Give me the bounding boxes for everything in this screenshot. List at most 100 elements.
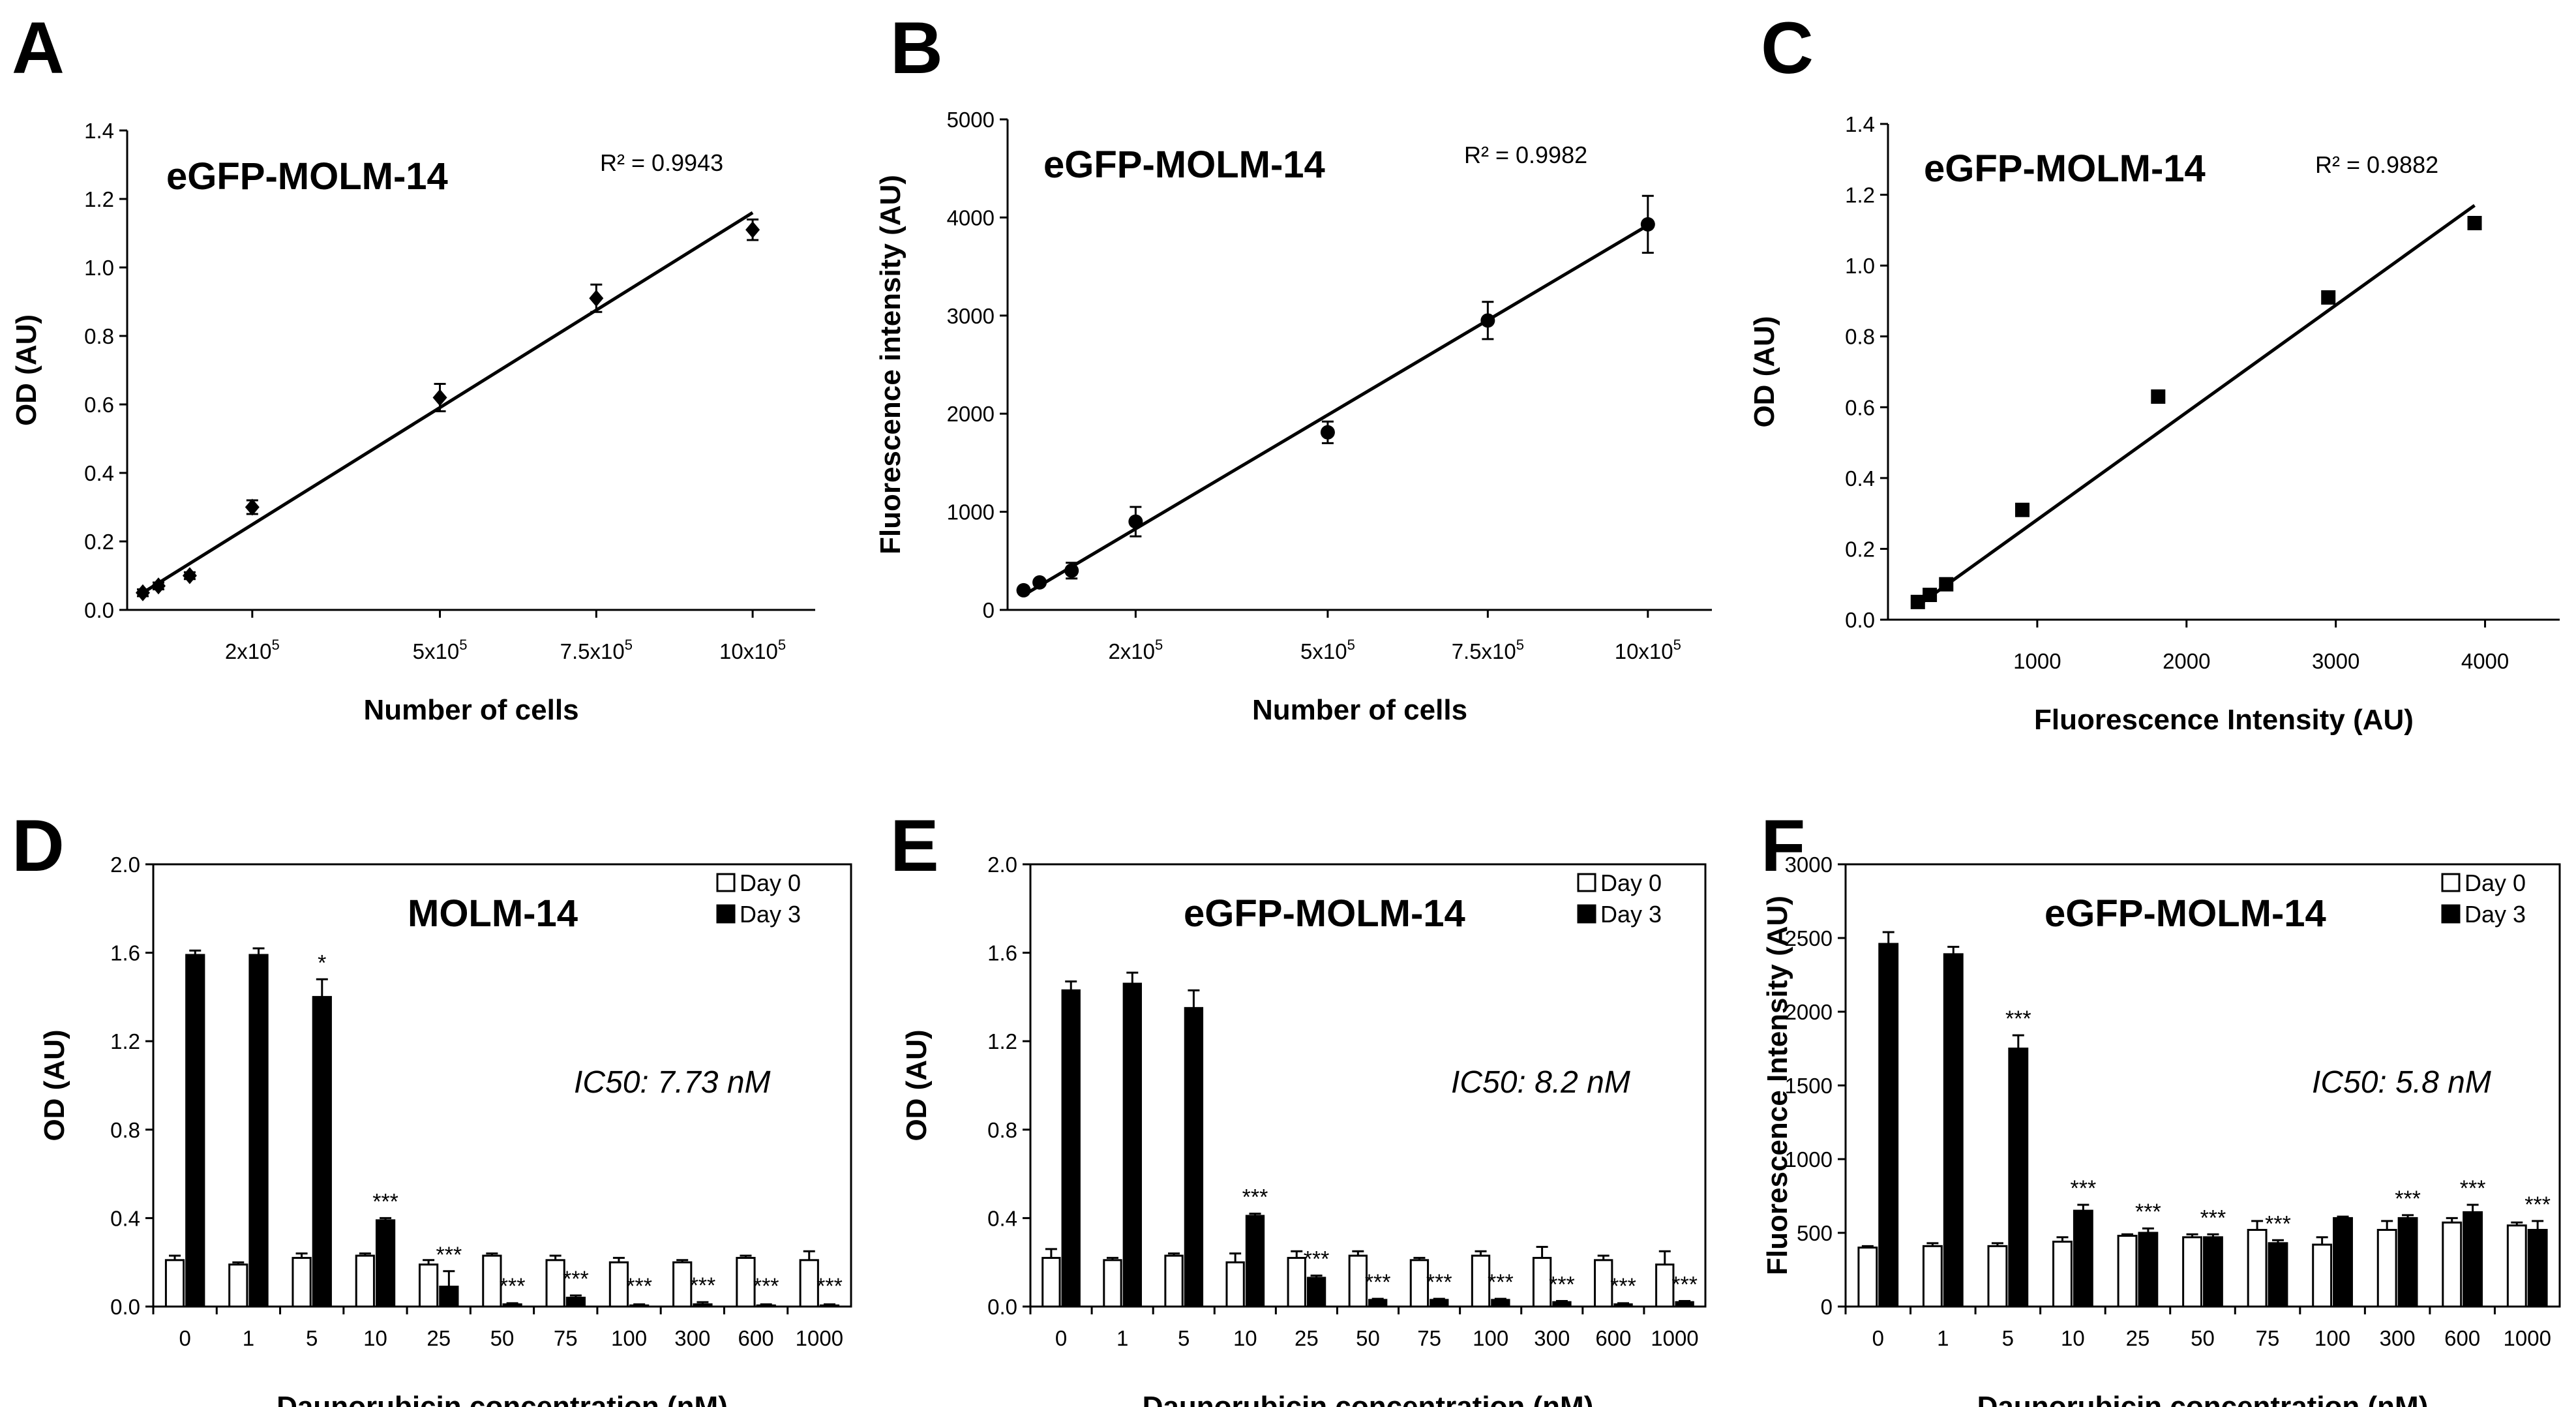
bar-day0 [672, 1261, 693, 1308]
x-tick-label: 1 [243, 1326, 254, 1350]
x-tick-label: 1000 [796, 1326, 843, 1350]
significance-marker: *** [2135, 1200, 2161, 1224]
y-tick-label: 3000 [947, 304, 995, 328]
x-tick-label: 50 [1356, 1326, 1380, 1350]
data-point [151, 577, 166, 595]
y-tick-label: 1.2 [1845, 183, 1875, 207]
significance-marker: *** [563, 1267, 589, 1292]
bar-day0 [2376, 1228, 2397, 1308]
bar-day3 [629, 1304, 650, 1308]
legend-label-day0: Day 0 [1600, 870, 1662, 896]
x-tick-label: 25 [1295, 1326, 1319, 1350]
data-point [245, 498, 260, 516]
x-tick-label: 0 [1872, 1326, 1884, 1350]
significance-marker: *** [1426, 1270, 1452, 1295]
legend-label-day3: Day 3 [2464, 901, 2526, 928]
significance-marker: *** [1610, 1274, 1636, 1299]
bar-day0 [2312, 1243, 2333, 1308]
x-tick-base: 7.5x10 [1452, 639, 1516, 663]
x-tick-base: 7.5x10 [560, 639, 625, 663]
bar-day0 [164, 1259, 185, 1308]
x-tick-label: 0 [179, 1326, 190, 1350]
x-tick-label: 300 [1534, 1326, 1570, 1350]
legend: Day 0 Day 3 [716, 870, 801, 928]
chart-annotation: R² = 0.9943 [600, 149, 723, 176]
bar-day3 [2138, 1232, 2159, 1308]
y-tick-label: 1.4 [1845, 112, 1875, 136]
x-axis-title: Fluorescence Intensity (AU) [2034, 704, 2414, 736]
chart-annotation: IC50: 8.2 nM [1451, 1065, 1630, 1100]
y-tick-label: 5000 [947, 108, 995, 132]
x-tick-label: 75 [1417, 1326, 1441, 1350]
chart-panel-c: C 0.0 0.2 0.4 0.6 0.8 1.0 1.2 1.4 OD (AU) Fluoresc… [1748, 7, 2560, 736]
x-tick-label: 5x105 [1300, 637, 1355, 663]
significance-marker: *** [1242, 1185, 1268, 1210]
significance-marker: *** [626, 1274, 652, 1299]
plot-frame [152, 863, 852, 1308]
bar-day0 [1987, 1245, 2008, 1308]
bar-day3 [2073, 1209, 2093, 1308]
bar-day3 [1184, 1006, 1204, 1308]
y-tick-label: 1000 [1785, 1147, 1833, 1172]
x-tick-exponent: 5 [1673, 637, 1681, 653]
x-tick-exponent: 5 [271, 637, 279, 653]
data-point [745, 221, 760, 239]
x-tick-label: 25 [427, 1326, 451, 1350]
chart-title: eGFP-MOLM-14 [2044, 892, 2326, 935]
legend-swatch-day3 [716, 904, 736, 924]
bar-day3 [2333, 1217, 2353, 1308]
x-tick-label: 7.5x105 [560, 637, 633, 663]
x-axis-title: Daunorubicin concentration (nM) [277, 1391, 728, 1407]
x-tick-label: 10 [363, 1326, 387, 1350]
significance-marker: *** [372, 1189, 398, 1214]
bar-day3 [2527, 1228, 2548, 1308]
legend-label-day3: Day 3 [740, 901, 801, 928]
y-tick-label: 0.2 [84, 530, 114, 554]
bar-day3 [375, 1219, 396, 1308]
bar-day0 [1532, 1256, 1552, 1308]
bar-day3 [2203, 1236, 2223, 1308]
x-tick-label: 100 [2314, 1326, 2350, 1350]
legend-swatch-day0 [1577, 873, 1596, 892]
bar-day0 [2442, 1221, 2463, 1308]
x-tick-label: 2x105 [225, 637, 280, 663]
x-tick-base: 5x10 [413, 639, 460, 663]
x-tick-label: 0 [1055, 1326, 1067, 1350]
bar-day0 [2052, 1241, 2073, 1308]
legend-label-day3: Day 3 [1600, 901, 1662, 928]
y-tick-label: 2.0 [110, 853, 140, 877]
x-tick-label: 75 [554, 1326, 578, 1350]
x-tick-base: 2x10 [225, 639, 272, 663]
x-tick-base: 5x10 [1300, 639, 1347, 663]
x-tick-label: 2x105 [1108, 637, 1163, 663]
bar-day0 [1922, 1245, 1943, 1308]
x-tick-label: 5 [2002, 1326, 2014, 1350]
x-tick-label: 1000 [2013, 649, 2061, 673]
significance-marker: *** [1304, 1247, 1330, 1272]
y-tick-label: 1.2 [110, 1029, 140, 1053]
x-tick-exponent: 5 [1155, 637, 1163, 653]
bar-day3 [1368, 1299, 1388, 1308]
significance-marker: *** [436, 1243, 462, 1267]
data-point [1128, 514, 1143, 529]
x-tick-label: 100 [611, 1326, 647, 1350]
bar-day0 [2247, 1228, 2268, 1308]
significance-marker: *** [2070, 1176, 2096, 1201]
x-tick-exponent: 5 [1516, 637, 1524, 653]
significance-marker: *** [2200, 1205, 2226, 1230]
panel-letter: B [890, 7, 943, 89]
panel-letter: E [890, 805, 939, 886]
y-tick-label: 0.6 [84, 393, 114, 417]
y-tick-label: 3000 [1785, 853, 1833, 877]
x-tick-label: 10 [2061, 1326, 2085, 1350]
x-tick-base: 2x10 [1108, 639, 1155, 663]
x-tick-label: 1 [1116, 1326, 1128, 1350]
bar-day3 [1552, 1301, 1572, 1308]
x-tick-label: 1 [1937, 1326, 1949, 1350]
data-point [182, 567, 197, 584]
significance-marker: *** [2005, 1006, 2031, 1031]
x-tick-label: 1000 [1651, 1326, 1698, 1350]
y-tick-label: 0.8 [110, 1118, 140, 1142]
y-tick-label: 0.8 [1845, 325, 1875, 349]
y-tick-label: 1.2 [84, 187, 114, 211]
